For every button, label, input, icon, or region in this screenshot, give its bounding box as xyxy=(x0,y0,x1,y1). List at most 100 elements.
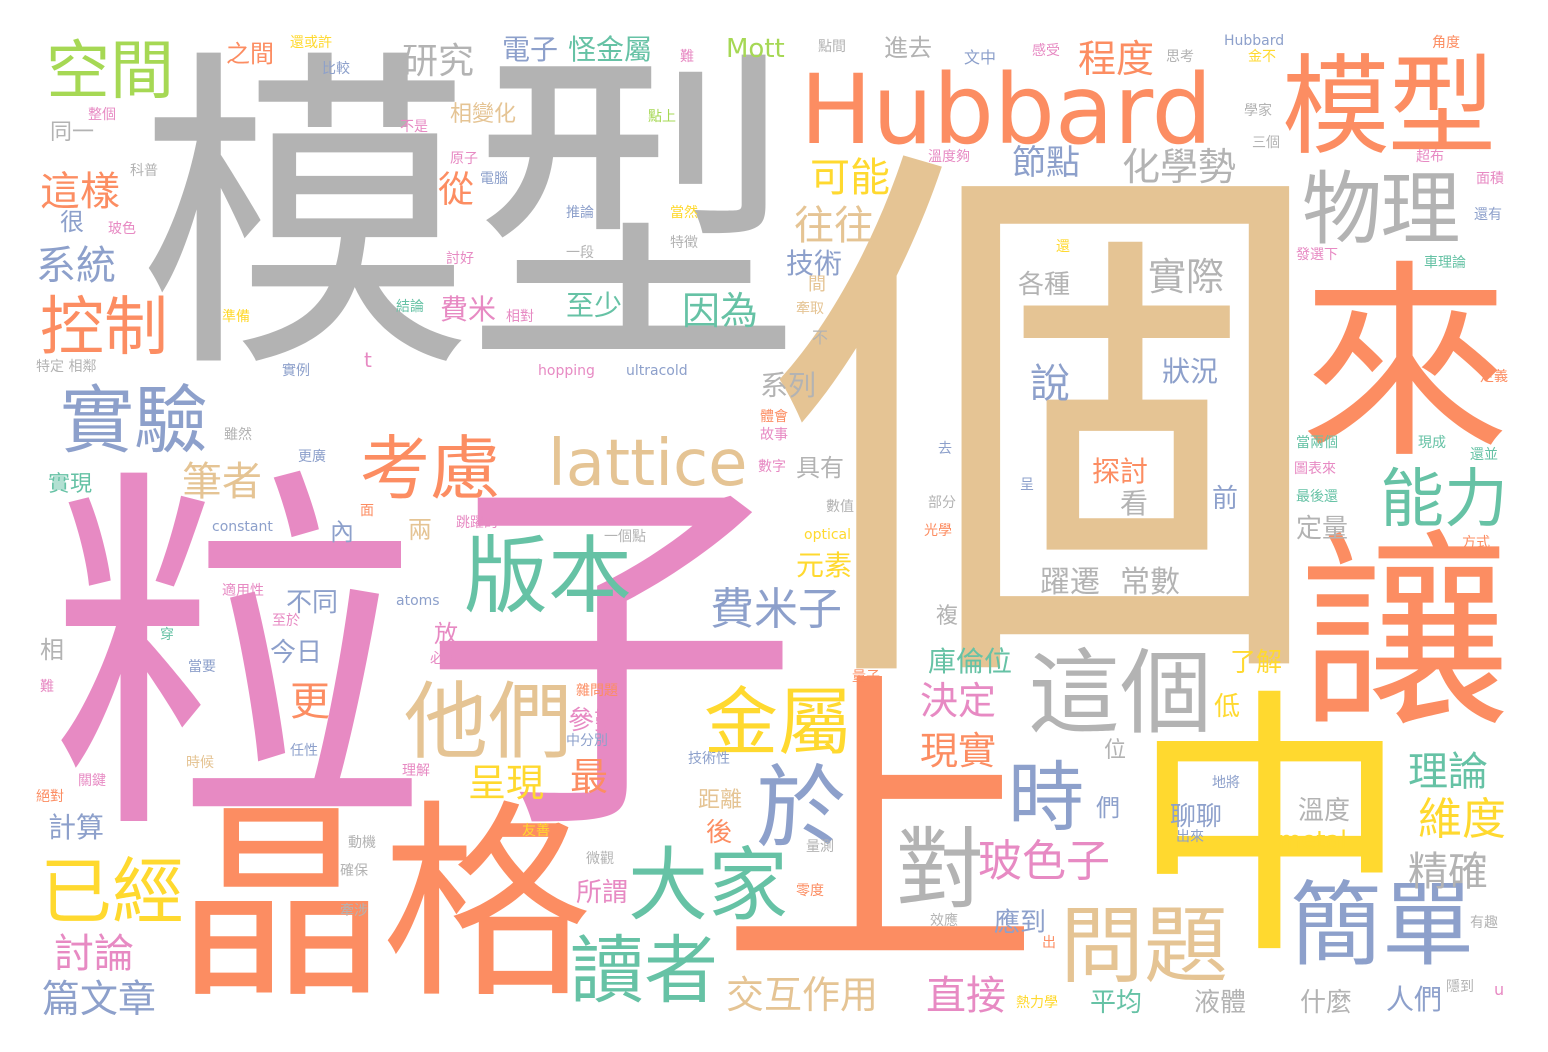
word: 精確 xyxy=(1408,849,1488,895)
word: 技術 xyxy=(786,247,843,280)
word: 還並 xyxy=(1470,447,1498,463)
word: 後 xyxy=(706,818,733,848)
word: 說 xyxy=(1023,362,1069,402)
word: 常數 xyxy=(1120,565,1180,600)
word: 因為 xyxy=(682,289,759,333)
word: 系列 xyxy=(760,369,817,402)
word: 跳躍的 xyxy=(456,515,498,531)
word: 牽涉 xyxy=(340,903,368,919)
word: 討好 xyxy=(446,251,474,267)
word: 可能 xyxy=(810,155,890,201)
word: 必須 xyxy=(430,651,458,667)
word: 庫倫位 xyxy=(928,645,1013,678)
word: 元素 xyxy=(796,549,853,582)
word: 討論 xyxy=(54,931,134,977)
word: 思考 xyxy=(1166,49,1194,65)
word: 讓 xyxy=(1300,512,1511,757)
word: metal xyxy=(1278,826,1347,854)
word: 體會 xyxy=(760,409,788,425)
word: 圖表來 xyxy=(1294,461,1336,477)
word: 怪金屬 xyxy=(568,33,653,66)
word: 金不 xyxy=(1248,49,1276,65)
word: 零度 xyxy=(796,883,824,899)
word: 不同 xyxy=(286,588,339,618)
word: 最後還 xyxy=(1296,489,1338,505)
word: 時 xyxy=(1008,753,1084,842)
word: 直接 xyxy=(926,973,1006,1019)
word: 這樣 xyxy=(40,169,120,215)
word: 筆者 xyxy=(182,459,262,505)
word: 科普 xyxy=(130,163,158,179)
word: 人們 xyxy=(1386,983,1443,1016)
word: 最 xyxy=(570,755,609,799)
word: 呈現 xyxy=(468,761,545,805)
word: 間 xyxy=(808,274,826,295)
word: 液體 xyxy=(1194,988,1247,1018)
word: 很 xyxy=(60,208,84,236)
word: 動機 xyxy=(348,835,376,851)
word: 大家 xyxy=(628,839,788,932)
word: 空間 xyxy=(46,35,174,109)
word: 模型 xyxy=(138,24,801,414)
word: 感受 xyxy=(1032,43,1060,59)
word: 結論 xyxy=(396,299,424,315)
word: 讀者 xyxy=(570,928,718,1014)
word: 已經 xyxy=(40,850,185,934)
word: 實驗 xyxy=(60,378,208,464)
word: 溫度夠 xyxy=(928,149,970,165)
word: 應到 xyxy=(994,908,1047,938)
word: 學家 xyxy=(1244,103,1272,119)
word: 牽取 xyxy=(796,301,824,317)
word: 雜問題 xyxy=(576,683,618,699)
word: 複 xyxy=(936,604,959,629)
word: 微觀 xyxy=(586,851,614,867)
word: 決定 xyxy=(920,679,997,723)
word: 難 xyxy=(680,49,694,65)
word: 理解 xyxy=(402,763,430,779)
word: 相變化 xyxy=(450,102,517,127)
word: 還 xyxy=(1056,239,1070,255)
word: 光學 xyxy=(924,523,952,539)
word: 更 xyxy=(290,679,330,725)
word: 研究 xyxy=(402,41,475,82)
word: 模型 xyxy=(1282,45,1496,170)
word: 文中 xyxy=(964,48,997,67)
word: 實現 xyxy=(48,472,93,497)
word: 實例 xyxy=(282,363,310,379)
word: 穿 xyxy=(160,627,174,643)
word: 地將 xyxy=(1212,775,1240,791)
word: 一段 xyxy=(566,245,594,261)
word: 雖然 xyxy=(224,427,252,443)
word: 費米子 xyxy=(710,584,842,635)
word: 問題 xyxy=(1060,897,1229,995)
word: 發選下 xyxy=(1296,247,1338,263)
word: 躍遷 xyxy=(1040,565,1100,600)
word: 前 xyxy=(1212,484,1239,514)
word: t xyxy=(364,348,372,372)
word: constant xyxy=(212,519,273,535)
word: 節點 xyxy=(1012,143,1080,183)
word: 版本 xyxy=(464,527,633,625)
word: 對 xyxy=(896,818,985,921)
word: 方式 xyxy=(1462,535,1490,551)
word: 考慮 xyxy=(360,428,500,510)
word: 準備 xyxy=(222,309,250,325)
word: 上 xyxy=(720,644,1040,1016)
word: 玻色 xyxy=(108,221,136,237)
word: 還或許 xyxy=(290,35,332,51)
word: 三個 xyxy=(1252,135,1280,151)
word: 物理 xyxy=(1302,163,1460,256)
word: 現實 xyxy=(920,729,997,773)
word: 能力 xyxy=(1380,463,1508,537)
word: 角度 xyxy=(1432,35,1460,51)
word: 關鍵 xyxy=(78,773,106,789)
word: 當兩個 xyxy=(1296,435,1338,451)
word: 出 xyxy=(1042,935,1056,951)
word: 故事 xyxy=(760,427,788,443)
word: 金屬 xyxy=(704,680,852,766)
word: 位 xyxy=(1104,738,1127,763)
word: 電腦 xyxy=(480,171,508,187)
word: 篇文章 xyxy=(42,977,157,1021)
word: 當然 xyxy=(670,205,698,221)
